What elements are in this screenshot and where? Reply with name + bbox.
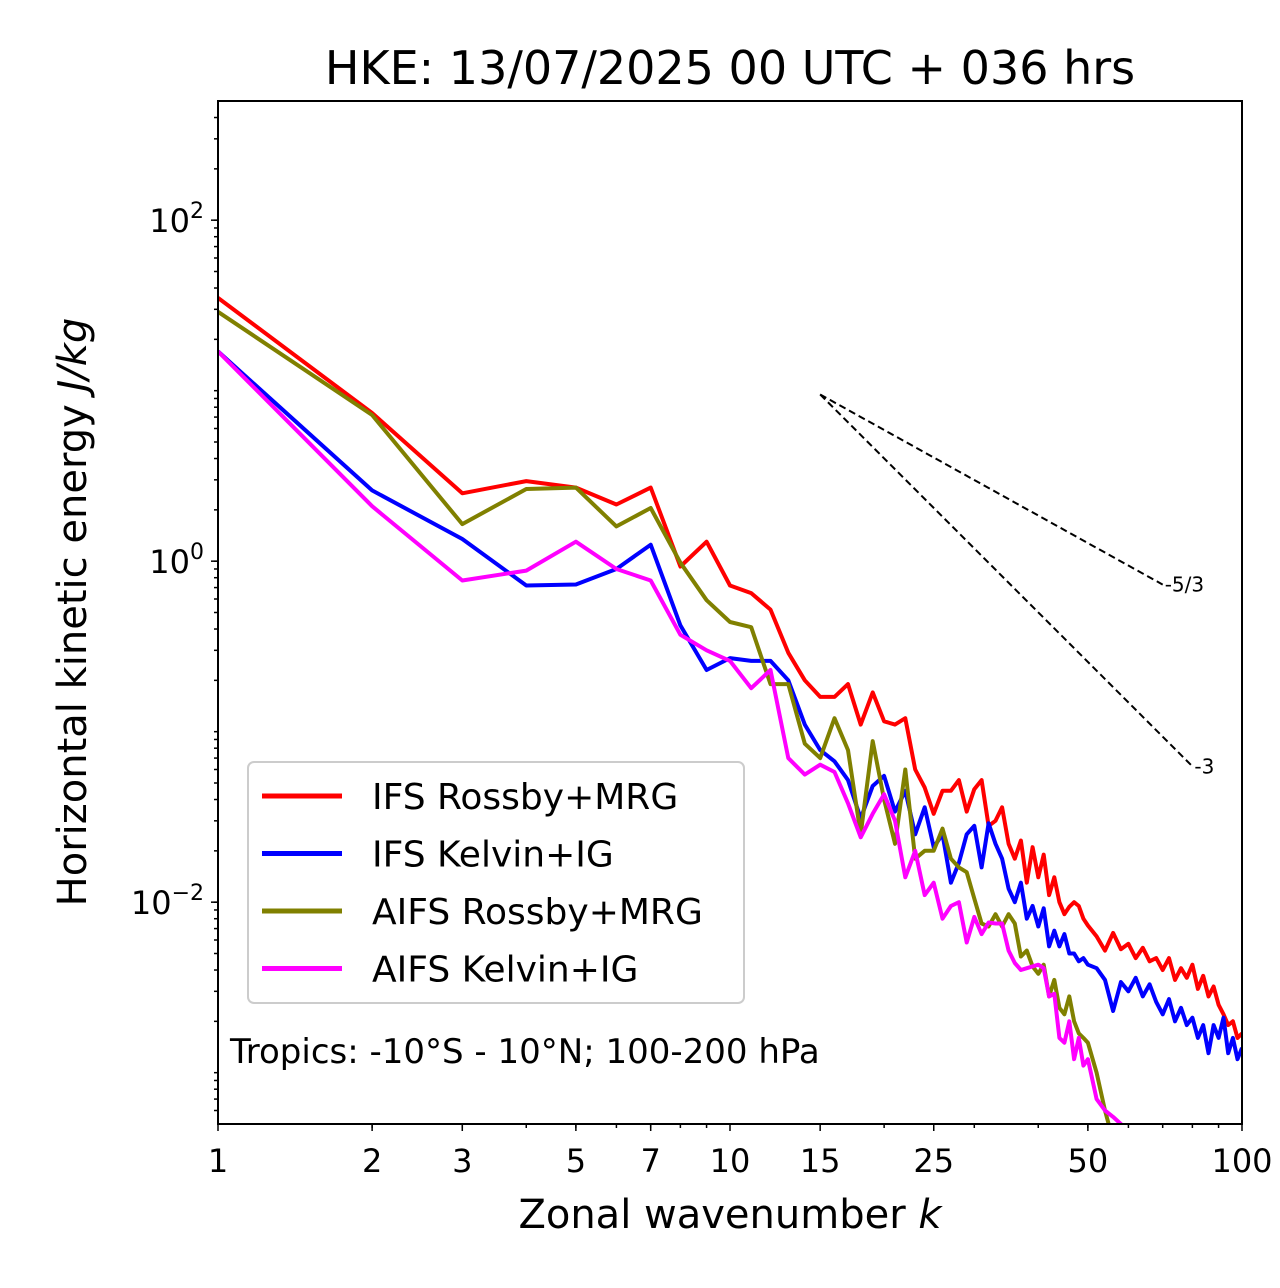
x-tick-label: 10	[710, 1142, 751, 1180]
reference-slopes: -5/3 -3	[819, 393, 1214, 778]
series-line-4	[218, 349, 1124, 1124]
region-annotation: Tropics: -10°S - 10°N; 100-200 hPa	[229, 1032, 820, 1072]
slope-line-2	[819, 393, 1194, 768]
y-tick-label: 102	[149, 199, 204, 240]
slope-label-2: -3	[1194, 754, 1214, 778]
slope-label-1: -5/3	[1165, 573, 1204, 597]
chart-title: HKE: 13/07/2025 00 UTC + 036 hrs	[325, 41, 1135, 95]
x-tick-label: 1	[208, 1142, 228, 1180]
x-tick-label: 3	[452, 1142, 472, 1180]
y-axis-label: Horizontal kinetic energy J/kg	[50, 318, 96, 907]
x-tick-label: 15	[800, 1142, 841, 1180]
legend-label-3: AIFS Rossby+MRG	[372, 892, 703, 933]
series-line-2	[218, 349, 1242, 1062]
x-tick-label: 100	[1211, 1142, 1272, 1180]
legend-label-2: IFS Kelvin+IG	[372, 835, 614, 876]
series-line-3	[218, 310, 1111, 1124]
x-tick-label: 2	[362, 1142, 382, 1180]
legend-label-4: AIFS Kelvin+IG	[372, 950, 638, 991]
legend: IFS Rossby+MRG IFS Kelvin+IG AIFS Rossby+M…	[247, 761, 745, 1004]
x-tick-label: 7	[641, 1142, 661, 1180]
legend-label-1: IFS Rossby+MRG	[372, 777, 678, 818]
y-tick-label: 10−2	[131, 881, 204, 922]
y-tick-label: 100	[149, 540, 204, 581]
series-line-1	[218, 296, 1242, 1040]
x-tick-label: 50	[1068, 1142, 1109, 1180]
plot-frame	[217, 100, 1243, 1125]
axis-ticks: 1 2 3 5 7 10 15 25 50 100 102 100 10−2	[131, 199, 1273, 1180]
x-tick-label: 5	[566, 1142, 586, 1180]
x-tick-label: 25	[913, 1142, 954, 1180]
slope-line-1	[819, 393, 1164, 586]
x-axis-label: Zonal wavenumber k	[518, 1192, 943, 1238]
legend-box	[247, 761, 745, 1004]
series-layer	[218, 296, 1242, 1124]
